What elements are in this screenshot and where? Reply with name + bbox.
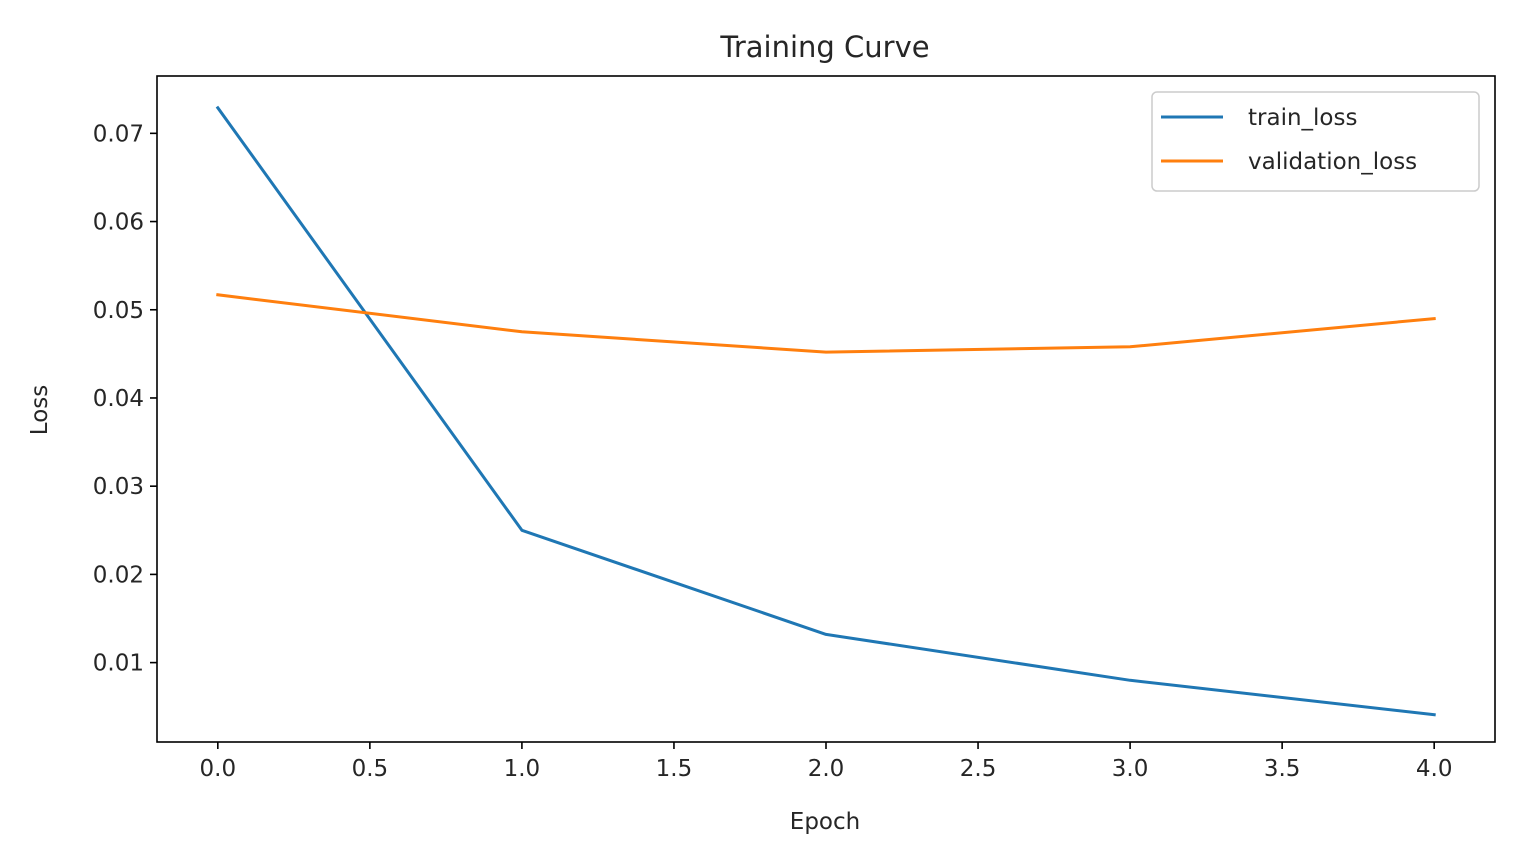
y-tick-label: 0.01 [93,651,144,677]
x-tick-label: 0.5 [352,756,389,782]
y-tick-label: 0.04 [93,386,144,412]
x-tick-label: 3.5 [1264,756,1301,782]
chart-title: Training Curve [719,30,929,64]
series-group [215,105,1436,717]
x-tick-label: 1.5 [656,756,693,782]
x-axis-title: Epoch [790,809,860,835]
x-tick-label: 1.0 [504,756,541,782]
x-tick-label: 4.0 [1416,756,1453,782]
legend: train_loss validation_loss [1151,91,1480,192]
y-tick-label: 0.07 [93,121,144,147]
y-axis-title: Loss [27,385,53,435]
legend-box [1151,91,1480,192]
x-tick-label: 2.5 [960,756,997,782]
y-tick-label: 0.03 [93,474,144,500]
y-tick-label: 0.05 [93,298,144,324]
legend-label: validation_loss [1248,149,1417,175]
series-line-train-loss [215,105,1436,717]
x-tick-label: 2.0 [808,756,845,782]
y-tick-label: 0.02 [93,562,144,588]
legend-label: train_loss [1248,105,1357,131]
x-tick-label: 0.0 [200,756,237,782]
x-axis: 0.0 0.5 1.0 1.5 2.0 2.5 3.0 3.5 4.0 [200,742,1453,782]
y-axis: 0.01 0.02 0.03 0.04 0.05 0.06 0.07 [93,121,157,677]
y-tick-label: 0.06 [93,210,144,236]
series-line-validation-loss [216,293,1436,354]
x-tick-label: 3.0 [1112,756,1149,782]
